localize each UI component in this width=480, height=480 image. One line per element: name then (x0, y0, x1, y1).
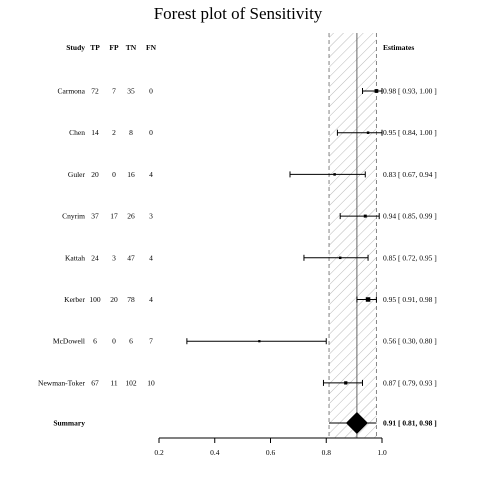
point-estimate (344, 381, 348, 385)
summary-ci-band (328, 33, 377, 438)
study-name: Cnyrim (62, 212, 85, 221)
point-estimate (374, 89, 379, 93)
point-estimate (365, 297, 371, 302)
estimate-label: 0.94 [ 0.85, 0.99 ] (383, 212, 437, 221)
study-row: Carmona 72 7 35 0 0.98 [ 0.93, 1.00 ] (58, 87, 437, 96)
study-fp: 17 (110, 212, 118, 221)
point-estimate (333, 173, 336, 176)
point-estimate (338, 256, 342, 260)
x-tick-label: 0.2 (154, 448, 164, 457)
x-axis: 0.2 0.4 0.6 0.8 1.0 (154, 437, 387, 457)
study-row: Kerber 100 20 78 4 0.95 [ 0.91, 0.98 ] (64, 295, 437, 304)
study-tn: 6 (129, 337, 133, 346)
study-fn: 7 (149, 337, 153, 346)
study-fp: 0 (112, 170, 116, 179)
chart-title: Forest plot of Sensitivity (154, 4, 323, 23)
header-tn: TN (126, 43, 137, 52)
x-tick-label: 0.4 (210, 448, 220, 457)
study-fp: 20 (110, 295, 118, 304)
study-name: Chen (69, 128, 85, 137)
study-fp: 7 (112, 87, 116, 96)
study-row: McDowell 6 0 6 7 0.56 [ 0.30, 0.80 ] (53, 337, 437, 346)
study-row: Cnyrim 37 17 26 3 0.94 [ 0.85, 0.99 ] (62, 212, 437, 221)
summary-name: Summary (53, 419, 85, 428)
study-tp: 100 (89, 295, 101, 304)
estimate-label: 0.85 [ 0.72, 0.95 ] (383, 253, 437, 262)
estimate-label: 0.98 [ 0.93, 1.00 ] (383, 87, 437, 96)
estimate-label: 0.87 [ 0.79, 0.93 ] (383, 378, 437, 387)
x-tick-label: 0.6 (266, 448, 276, 457)
study-fp: 0 (112, 337, 116, 346)
study-tp: 37 (91, 212, 99, 221)
x-tick-label: 1.0 (377, 448, 387, 457)
table-header: Study TP FP TN FN Estimates (66, 43, 414, 52)
study-rows: Carmona 72 7 35 0 0.98 [ 0.93, 1.00 ] Chen 14 2 8… (38, 87, 437, 434)
study-name: Kattah (65, 253, 85, 262)
summary-estimate-label: 0.91 [ 0.81, 0.98 ] (383, 419, 437, 428)
study-tn: 78 (127, 295, 135, 304)
header-study: Study (66, 43, 85, 52)
study-tp: 14 (91, 128, 99, 137)
estimate-label: 0.95 [ 0.84, 1.00 ] (383, 128, 437, 137)
study-tn: 8 (129, 128, 133, 137)
study-fn: 0 (149, 128, 153, 137)
estimate-label: 0.83 [ 0.67, 0.94 ] (383, 170, 437, 179)
study-tn: 35 (127, 87, 135, 96)
study-tn: 47 (127, 253, 135, 262)
study-fp: 11 (110, 378, 117, 387)
study-name: Guler (68, 170, 86, 179)
point-estimate (363, 214, 367, 218)
study-fp: 2 (112, 128, 116, 137)
header-fp: FP (109, 43, 119, 52)
estimate-label: 0.56 [ 0.30, 0.80 ] (383, 337, 437, 346)
header-tp: TP (90, 43, 100, 52)
study-tn: 16 (127, 170, 135, 179)
point-estimate (258, 340, 261, 343)
study-tp: 67 (91, 378, 99, 387)
study-row: Guler 20 0 16 4 0.83 [ 0.67, 0.94 ] (68, 170, 437, 179)
study-fn: 3 (149, 212, 153, 221)
study-tp: 6 (93, 337, 97, 346)
study-tn: 102 (125, 378, 137, 387)
study-fn: 4 (149, 295, 153, 304)
study-row: Newman-Toker 67 11 102 10 0.87 [ 0.79, 0.93 ] (38, 378, 437, 387)
study-name: Newman-Toker (38, 378, 85, 387)
study-tn: 26 (127, 212, 135, 221)
estimate-label: 0.95 [ 0.91, 0.98 ] (383, 295, 437, 304)
study-row: Chen 14 2 8 0 0.95 [ 0.84, 1.00 ] (69, 128, 437, 137)
summary-row: Summary 0.91 [ 0.81, 0.98 ] (53, 412, 437, 434)
study-fn: 4 (149, 253, 153, 262)
summary-diamond (345, 412, 368, 434)
header-estimates: Estimates (383, 43, 414, 52)
ci-band-hatch (329, 33, 377, 438)
study-fn: 4 (149, 170, 153, 179)
study-row: Kattah 24 3 47 4 0.85 [ 0.72, 0.95 ] (65, 253, 437, 262)
study-name: McDowell (53, 337, 85, 346)
study-name: Carmona (58, 87, 86, 96)
study-tp: 24 (91, 253, 99, 262)
study-tp: 72 (91, 87, 99, 96)
study-fp: 3 (112, 253, 116, 262)
x-tick-label: 0.8 (322, 448, 332, 457)
study-fn: 10 (147, 378, 155, 387)
header-fn: FN (146, 43, 157, 52)
study-fn: 0 (149, 87, 153, 96)
study-tp: 20 (91, 170, 99, 179)
study-name: Kerber (64, 295, 85, 304)
point-estimate (366, 131, 370, 134)
